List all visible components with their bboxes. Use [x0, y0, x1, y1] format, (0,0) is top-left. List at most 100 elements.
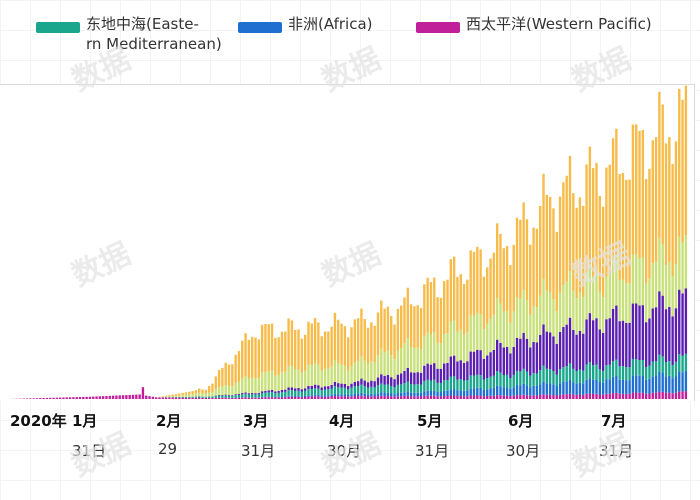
bar-segment [198, 388, 201, 393]
bar-segment [214, 376, 217, 390]
bar-segment [585, 164, 588, 276]
bar-segment [495, 223, 499, 298]
bar-segment [678, 354, 681, 372]
bar-segment [525, 219, 529, 301]
legend-label-eastern-mediterranean-line1: 东地中海(Easte- [86, 15, 199, 33]
bar-segment [615, 256, 618, 306]
bar-segment [486, 389, 489, 397]
bar-segment [615, 128, 618, 257]
bar-segment [181, 395, 184, 397]
bar-segment [644, 283, 648, 323]
bar-segment [535, 395, 539, 399]
bar-segment [280, 397, 284, 399]
bar-segment [429, 334, 433, 365]
bar-segment [287, 365, 290, 388]
bar-segment [605, 365, 608, 380]
bar-segment [479, 314, 482, 351]
bar-segment [486, 355, 489, 379]
bar-segment [386, 396, 390, 399]
bar-segment [532, 341, 535, 374]
bar-segment [635, 359, 638, 376]
bar-segment [439, 368, 443, 383]
bar-segment [181, 397, 184, 399]
bar-segment [436, 368, 439, 383]
bar-segment [625, 179, 628, 284]
bar-segment [363, 380, 366, 387]
bar-segment [489, 388, 492, 396]
bar-segment [625, 393, 628, 399]
bar-segment [459, 274, 462, 330]
bar-segment [396, 308, 400, 351]
bar-segment [476, 395, 479, 399]
bar-segment [525, 395, 529, 399]
bar-segment [668, 375, 671, 393]
bar-segment [241, 340, 244, 379]
bar-segment [519, 298, 522, 339]
bar-segment [171, 395, 174, 398]
bar-segment [565, 281, 568, 325]
bar-segment [532, 395, 535, 399]
bar-segment [462, 284, 466, 335]
bar-segment [373, 381, 376, 388]
bar-segment [343, 396, 347, 399]
bar-segment [621, 393, 625, 399]
bar-segment [267, 324, 270, 372]
bar-segment [320, 396, 323, 399]
bar-segment [532, 305, 535, 342]
bar-segment [49, 397, 52, 399]
bar-segment [145, 395, 148, 399]
bar-segment [297, 396, 300, 399]
bar-segment [555, 386, 558, 396]
bar-segment [204, 389, 208, 394]
bar-segment [211, 396, 214, 398]
bar-segment [214, 397, 217, 399]
bar-segment [340, 383, 343, 388]
bar-segment [198, 397, 201, 399]
bar-segment [476, 374, 479, 388]
bar-segment [572, 329, 575, 369]
bar-segment [671, 365, 674, 379]
bar-segment [502, 395, 505, 399]
bar-segment [621, 279, 625, 321]
bar-segment [413, 384, 416, 393]
bar-segment [664, 143, 668, 266]
bar-segment [403, 370, 406, 384]
bar-segment [635, 254, 638, 304]
bar-segment [446, 279, 449, 334]
bar-segment [608, 318, 611, 365]
bar-segment [118, 395, 121, 399]
bar-segment [290, 396, 294, 399]
bar-segment [595, 393, 598, 399]
bar-segment [409, 347, 413, 373]
bar-segment [373, 396, 376, 399]
bar-segment [406, 395, 409, 399]
bar-segment [582, 370, 585, 384]
bar-segment [300, 391, 304, 397]
bar-segment [436, 382, 439, 393]
x-tick-month: 5月 [417, 412, 443, 430]
bar-segment [294, 369, 297, 389]
bar-segment [373, 362, 376, 382]
bar-segment [370, 393, 373, 397]
bar-segment [353, 362, 356, 382]
bar-segment [635, 375, 638, 393]
bar-segment [469, 375, 472, 389]
bar-segment [323, 396, 327, 399]
bar-segment [436, 297, 439, 343]
legend-label-africa-line1: 非洲(Africa) [288, 15, 373, 33]
x-tick-month: 2月 [156, 412, 182, 430]
bar-segment [678, 289, 681, 355]
bar-segment [330, 396, 333, 399]
bar-segment [654, 307, 658, 362]
bar-segment [552, 395, 555, 399]
bar-segment [380, 374, 383, 384]
bar-segment [409, 304, 413, 347]
bar-segment [254, 393, 257, 395]
bar-segment [472, 315, 476, 352]
bar-segment [433, 363, 436, 380]
bar-segment [588, 378, 592, 394]
bar-segment [370, 380, 373, 387]
bar-segment [68, 397, 72, 399]
bar-segment [62, 397, 65, 399]
bar-segment [426, 390, 429, 396]
